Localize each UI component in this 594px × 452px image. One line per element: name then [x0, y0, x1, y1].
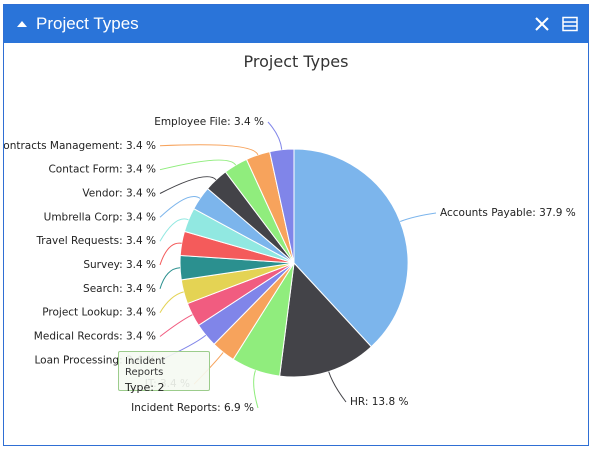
data-label: Travel Requests: 3.4 %: [35, 235, 156, 247]
data-label: Survey: 3.4 %: [83, 259, 156, 271]
connector-line: [159, 159, 237, 171]
hamburger-menu-icon: [562, 16, 578, 32]
widget-title: Project Types: [36, 14, 139, 33]
pie-slice-hr[interactable]: [279, 261, 373, 378]
widget-tools: [528, 5, 588, 43]
caret-up-icon: [17, 21, 27, 27]
connector-line: [159, 267, 181, 289]
connector-line: [159, 218, 189, 242]
tooltip-title: Incident Reports: [125, 356, 166, 378]
pie-slice-accounts-payable[interactable]: [293, 148, 409, 348]
data-label: Project Lookup: 3.4 %: [42, 307, 156, 319]
data-label: Vendor: 3.4 %: [82, 188, 156, 200]
connector-line: [267, 121, 283, 150]
connector-line: [159, 242, 182, 266]
chart-title: Project Types: [244, 52, 349, 71]
data-label: Incident Reports: 6.9 %: [131, 402, 254, 414]
data-label: Contracts Management: 3.4 %: [4, 140, 156, 152]
connector-line: [159, 144, 259, 156]
tooltip-value: Type: 2: [125, 381, 165, 394]
data-label: Umbrella Corp: 3.4 %: [44, 211, 156, 223]
chart-area: Project Types Accounts Payable: 37.9 % HR…: [4, 43, 588, 445]
data-label: Medical Records: 3.4 %: [34, 331, 156, 343]
connector-line: [159, 314, 193, 337]
close-icon: [535, 17, 549, 31]
connector-line: [253, 370, 259, 409]
connector-line: [159, 291, 184, 313]
close-button[interactable]: [528, 5, 556, 43]
data-label: Contact Form: 3.4 %: [48, 164, 156, 176]
menu-button[interactable]: [556, 5, 584, 43]
connector-line: [159, 176, 217, 194]
data-label: Employee File: 3.4 %: [154, 116, 264, 128]
collapse-button[interactable]: [10, 5, 34, 43]
data-label: Accounts Payable: 37.9 %: [440, 207, 576, 219]
connector-line: [159, 195, 201, 218]
project-types-widget: Project Types Project Types Accounts Pay: [3, 4, 589, 446]
connector-line: [328, 371, 347, 403]
connector-line: [400, 212, 437, 222]
pie-chart: Project Types Accounts Payable: 37.9 % HR…: [4, 52, 576, 414]
data-label: HR: 13.8 %: [350, 396, 408, 408]
chart-tooltip: Incident Reports Type: 2: [118, 351, 210, 394]
data-label: Search: 3.4 %: [83, 283, 156, 295]
widget-header: Project Types: [4, 5, 588, 43]
